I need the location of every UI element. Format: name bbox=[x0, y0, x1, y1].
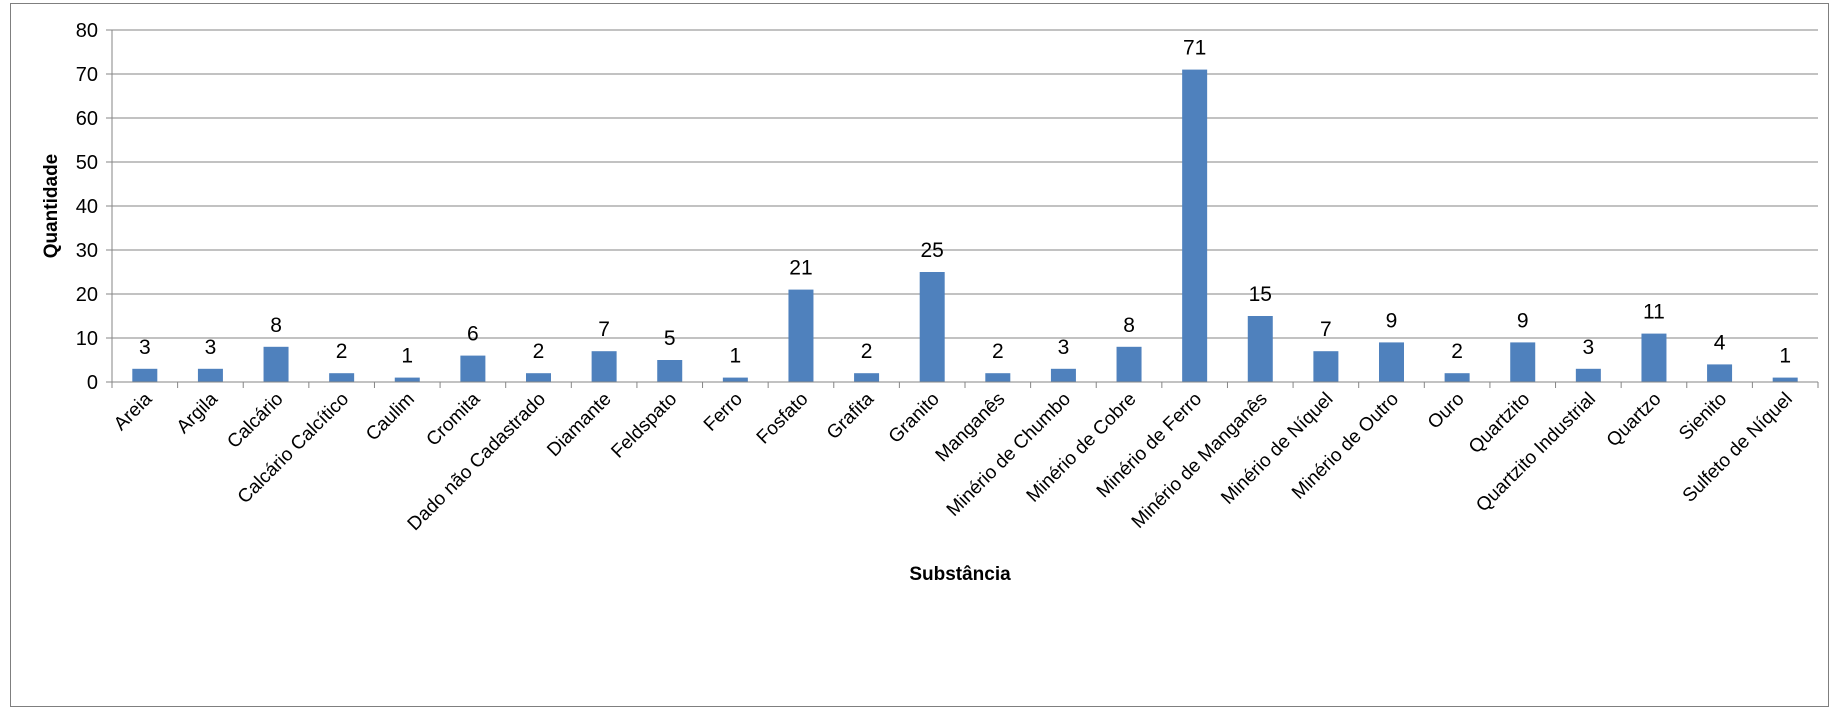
data-label: 11 bbox=[1643, 301, 1665, 324]
category-label: Quartzito Industrial bbox=[1472, 389, 1600, 517]
bar bbox=[1116, 346, 1142, 382]
bar bbox=[460, 355, 486, 382]
category-label: Sienito bbox=[1675, 389, 1731, 445]
category-label: Fosfato bbox=[753, 389, 813, 449]
data-label: 21 bbox=[789, 257, 812, 280]
category-label: Grafita bbox=[823, 388, 878, 443]
data-label: 5 bbox=[664, 327, 676, 350]
category-label: Areia bbox=[110, 388, 157, 435]
bar bbox=[1510, 342, 1536, 382]
y-axis-title: Quantidade bbox=[41, 154, 62, 259]
bar bbox=[1182, 69, 1208, 382]
data-label: 6 bbox=[467, 323, 479, 346]
category-label: Quartzito bbox=[1465, 389, 1534, 458]
category-label: Calcário Calcítico bbox=[234, 389, 353, 508]
category-label: Ferro bbox=[700, 389, 747, 436]
category-label: Diamante bbox=[543, 389, 615, 461]
bar bbox=[329, 373, 355, 382]
data-label: 2 bbox=[1451, 340, 1463, 363]
y-tick-label: 70 bbox=[76, 64, 98, 86]
data-label: 2 bbox=[336, 340, 348, 363]
bar bbox=[1641, 333, 1667, 382]
y-tick-label: 60 bbox=[76, 108, 98, 130]
category-label: Minério de Cobre bbox=[1023, 389, 1141, 507]
data-label: 3 bbox=[205, 336, 217, 359]
bar bbox=[1379, 342, 1404, 382]
category-label: Quartzo bbox=[1603, 389, 1666, 452]
data-label: 3 bbox=[1058, 336, 1070, 359]
bar bbox=[854, 373, 880, 382]
y-tick-label: 40 bbox=[76, 196, 98, 218]
data-label: 2 bbox=[992, 340, 1004, 363]
data-label: 1 bbox=[401, 345, 413, 368]
bar bbox=[394, 377, 420, 382]
bar bbox=[197, 368, 223, 382]
data-label: 7 bbox=[598, 318, 610, 341]
y-tick-label: 10 bbox=[76, 328, 98, 350]
bar bbox=[591, 351, 617, 382]
category-label: Cromita bbox=[423, 388, 485, 450]
bar bbox=[1707, 364, 1733, 382]
bar bbox=[263, 346, 289, 382]
y-tick-label: 20 bbox=[76, 284, 98, 306]
category-label: Feldspato bbox=[607, 389, 681, 463]
bars bbox=[132, 69, 1798, 382]
category-label: Minério de Níquel bbox=[1217, 389, 1337, 509]
data-label: 4 bbox=[1714, 331, 1726, 354]
bar bbox=[985, 373, 1011, 382]
category-label: Granito bbox=[885, 389, 944, 448]
y-axis-ticks: 0 10 20 30 40 50 60 70 80 bbox=[76, 20, 112, 394]
y-tick-label: 50 bbox=[76, 152, 98, 174]
y-tick-label: 30 bbox=[76, 240, 98, 262]
data-label: 2 bbox=[861, 340, 873, 363]
data-label: 15 bbox=[1249, 283, 1272, 306]
category-label: Caulim bbox=[362, 389, 419, 446]
category-label: Calcário bbox=[223, 389, 287, 453]
data-label: 8 bbox=[270, 314, 282, 337]
bar bbox=[722, 377, 748, 382]
data-label: 9 bbox=[1386, 309, 1398, 332]
data-label: 8 bbox=[1123, 314, 1135, 337]
bar bbox=[1247, 316, 1273, 382]
data-label: 1 bbox=[730, 345, 742, 368]
data-label: 7 bbox=[1320, 318, 1332, 341]
bar bbox=[132, 368, 158, 382]
gridlines bbox=[112, 29, 1818, 339]
data-label: 3 bbox=[1583, 336, 1595, 359]
y-tick-label: 80 bbox=[76, 20, 98, 42]
x-axis-ticks bbox=[111, 382, 1819, 388]
bar bbox=[788, 289, 814, 382]
x-axis-title: Substância bbox=[909, 564, 1011, 585]
data-label: 1 bbox=[1779, 345, 1791, 368]
category-label: Argila bbox=[173, 388, 223, 438]
data-label: 3 bbox=[139, 336, 151, 359]
bar bbox=[1772, 377, 1798, 382]
bar bbox=[1050, 368, 1076, 382]
bar bbox=[1575, 368, 1601, 382]
category-label: Ouro bbox=[1424, 389, 1469, 434]
bar bbox=[919, 272, 945, 382]
data-label: 25 bbox=[921, 239, 944, 262]
y-tick-label: 0 bbox=[87, 372, 98, 394]
bar bbox=[1444, 373, 1470, 382]
data-label: 9 bbox=[1517, 309, 1529, 332]
data-label: 71 bbox=[1183, 37, 1206, 60]
category-label: Sulfeto de Níquel bbox=[1679, 389, 1797, 507]
data-label: 2 bbox=[533, 340, 545, 363]
bar bbox=[1313, 351, 1339, 382]
bar bbox=[657, 360, 683, 382]
category-label: Minério de Chumbo bbox=[943, 389, 1075, 521]
bar bbox=[526, 373, 551, 382]
